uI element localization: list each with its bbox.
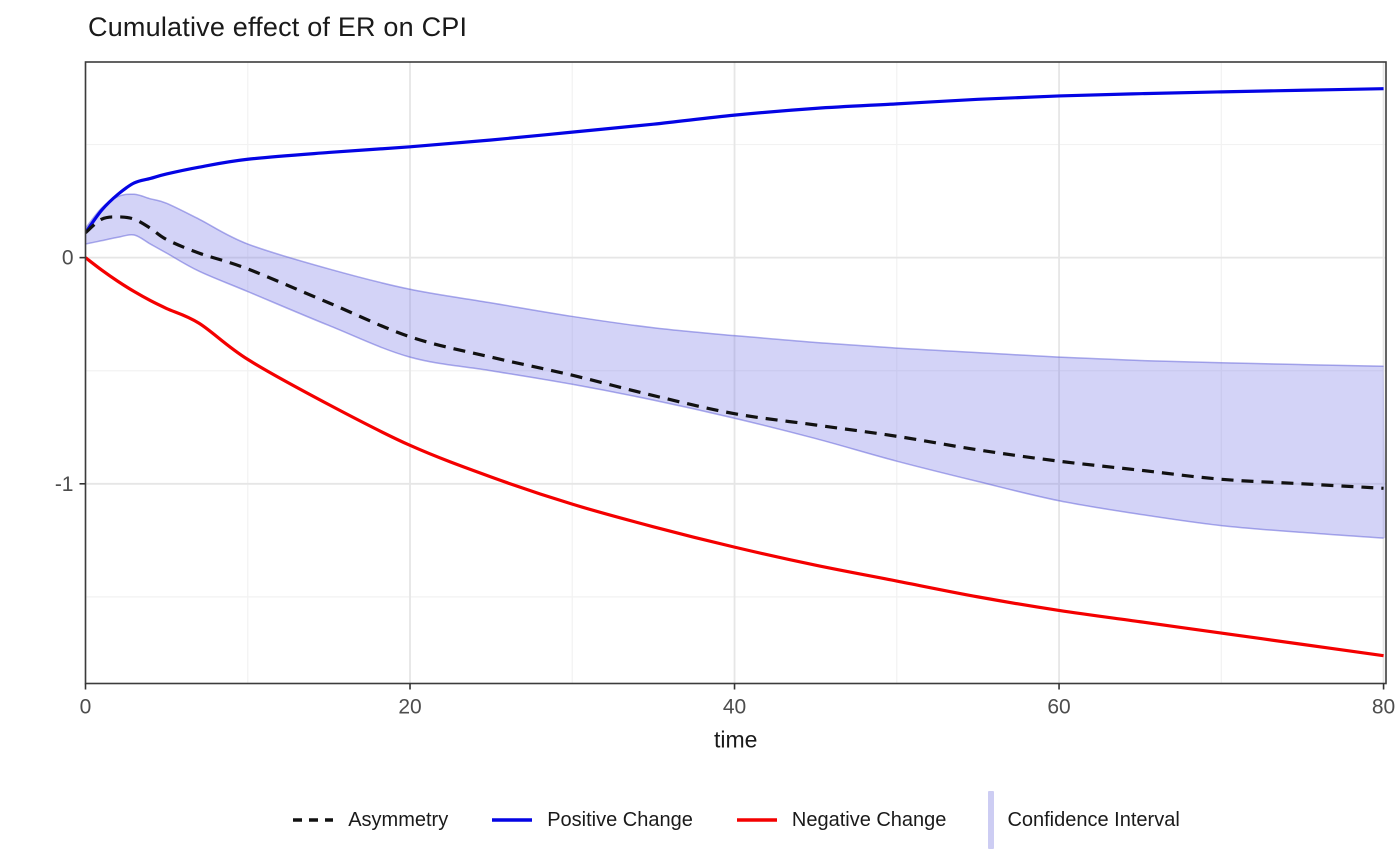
x-tick-label: 40 [723, 696, 746, 719]
axes: 0 20 40 60 80 0 -1 time [55, 247, 1395, 753]
x-tick-label: 20 [398, 696, 421, 719]
legend: Asymmetry Positive Change Negative Change C… [85, 786, 1386, 854]
series-line-negative-change [85, 256, 1384, 658]
confidence-band-lower-edge [85, 233, 1384, 539]
x-tick-label: 80 [1372, 696, 1395, 719]
legend-label-negative-change: Negative Change [791, 808, 947, 831]
series-line-positive-change [85, 87, 1384, 234]
series-group [85, 87, 1386, 658]
x-tick-label: 0 [80, 696, 92, 719]
legend-key-positive-change-line [492, 818, 533, 822]
legend-key-negative-change-line [736, 818, 777, 822]
y-tick-label: -1 [55, 473, 74, 496]
legend-key-confidence-interval-bar [988, 791, 995, 849]
plot-area: 0 20 40 60 80 0 -1 time [55, 61, 1395, 753]
legend-label-asymmetry: Asymmetry [348, 808, 449, 831]
legend-item-positive-change: Positive Change [490, 809, 693, 832]
gridlines [84, 62, 1386, 684]
panel-background [85, 62, 1386, 684]
panel-border [84, 61, 1387, 685]
confidence-band [85, 194, 1386, 539]
x-axis-title: time [714, 727, 757, 753]
legend-item-confidence-interval: Confidence Interval [988, 791, 1180, 849]
x-tick-label: 60 [1047, 696, 1070, 719]
page-title: Cumulative effect of ER on CPI [88, 12, 468, 42]
legend-label-positive-change: Positive Change [547, 808, 693, 831]
legend-item-asymmetry: Asymmetry [291, 809, 448, 832]
series-line-asymmetry [85, 215, 1384, 490]
y-tick-label: 0 [62, 247, 74, 270]
legend-item-negative-change: Negative Change [735, 808, 947, 832]
confidence-band-upper-edge [85, 193, 1384, 367]
legend-label-confidence-interval: Confidence Interval [1007, 808, 1180, 831]
legend-key-asymmetry-line [293, 818, 334, 822]
